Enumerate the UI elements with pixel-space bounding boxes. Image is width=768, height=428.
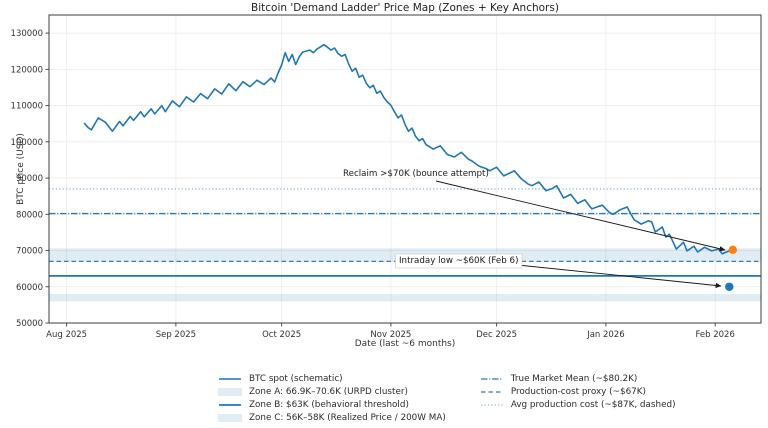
y-tick-label: 100000 [11, 138, 43, 148]
x-tick-label: Oct 2025 [262, 330, 301, 340]
zone-band-zone-c [49, 294, 761, 302]
chart-title: Bitcoin 'Demand Ladder' Price Map (Zones… [251, 2, 559, 14]
legend-label: Zone A: 66.9K–70.6K (URPD cluster) [249, 387, 408, 398]
legend-swatch-line [219, 378, 241, 381]
legend-swatch-line [480, 404, 503, 406]
axis-ticks: 50000 60000 70000 80000 90000 100000 110000 120… [11, 29, 735, 340]
legend-label: True Market Mean (~$80.2K) [510, 374, 638, 385]
legend-item: Zone B: $63K (behavioral threshold) [218, 400, 446, 411]
legend-swatch-line [219, 404, 241, 407]
x-tick-label: Nov 2025 [370, 330, 411, 340]
legend-label: Zone B: $63K (behavioral threshold) [249, 400, 409, 411]
legend-swatch-line [480, 391, 503, 393]
y-tick-label: 130000 [11, 29, 43, 39]
legend-item: Production-cost proxy (~$67K) [480, 387, 676, 398]
legend-swatch-patch [218, 414, 242, 423]
annotation-intraday-low: Intraday low ~$60K (Feb 6) [399, 256, 518, 266]
x-tick-label: Jan 2026 [586, 330, 624, 340]
btc-end-marker [728, 245, 738, 255]
plot-border [48, 14, 762, 324]
grid-lines [49, 15, 761, 324]
legend-swatch-line [480, 378, 503, 380]
annotation-bbox-intraday-low [395, 253, 523, 269]
legend-label: Production-cost proxy (~$67K) [510, 387, 646, 398]
legend-item: BTC spot (schematic) [218, 374, 446, 385]
x-axis-label: Date (last ~6 months) [354, 339, 456, 349]
legend: BTC spot (schematic) Zone A: 66.9K–70.6K … [218, 374, 676, 424]
y-tick-label: 60000 [16, 283, 43, 293]
y-tick-label: 80000 [16, 210, 43, 220]
y-tick-label: 70000 [16, 247, 43, 257]
y-tick-label: 110000 [11, 102, 43, 112]
legend-item: Zone A: 66.9K–70.6K (URPD cluster) [218, 387, 446, 398]
x-tick-label: Sep 2025 [156, 330, 196, 340]
legend-label: Avg production cost (~$87K, dashed) [510, 400, 676, 411]
x-tick-label: Aug 2025 [46, 330, 87, 340]
legend-item: Zone C: 56K–58K (Realized Price / 200W M… [218, 413, 446, 424]
legend-label: BTC spot (schematic) [249, 374, 343, 385]
legend-item: Avg production cost (~$87K, dashed) [480, 400, 676, 411]
legend-label: Zone C: 56K–58K (Realized Price / 200W M… [249, 413, 446, 424]
intraday-low-marker [725, 282, 734, 291]
y-tick-label: 90000 [16, 174, 43, 184]
legend-column-1: BTC spot (schematic) Zone A: 66.9K–70.6K … [218, 374, 446, 424]
x-tick-label: Feb 2026 [695, 330, 734, 340]
y-tick-label: 120000 [11, 65, 43, 75]
btc-spot-line [83, 43, 734, 255]
x-tick-label: Dec 2025 [476, 330, 517, 340]
annotation-arrow-intraday-low [507, 263, 722, 289]
annotation-reclaim: Reclaim >$70K (bounce attempt) [343, 169, 489, 179]
legend-swatch-patch [218, 388, 242, 397]
legend-column-2: True Market Mean (~$80.2K) Production-cos… [480, 374, 676, 424]
y-tick-label: 50000 [16, 319, 43, 329]
legend-item: True Market Mean (~$80.2K) [480, 374, 676, 385]
annotation-arrow-reclaim [435, 180, 726, 252]
